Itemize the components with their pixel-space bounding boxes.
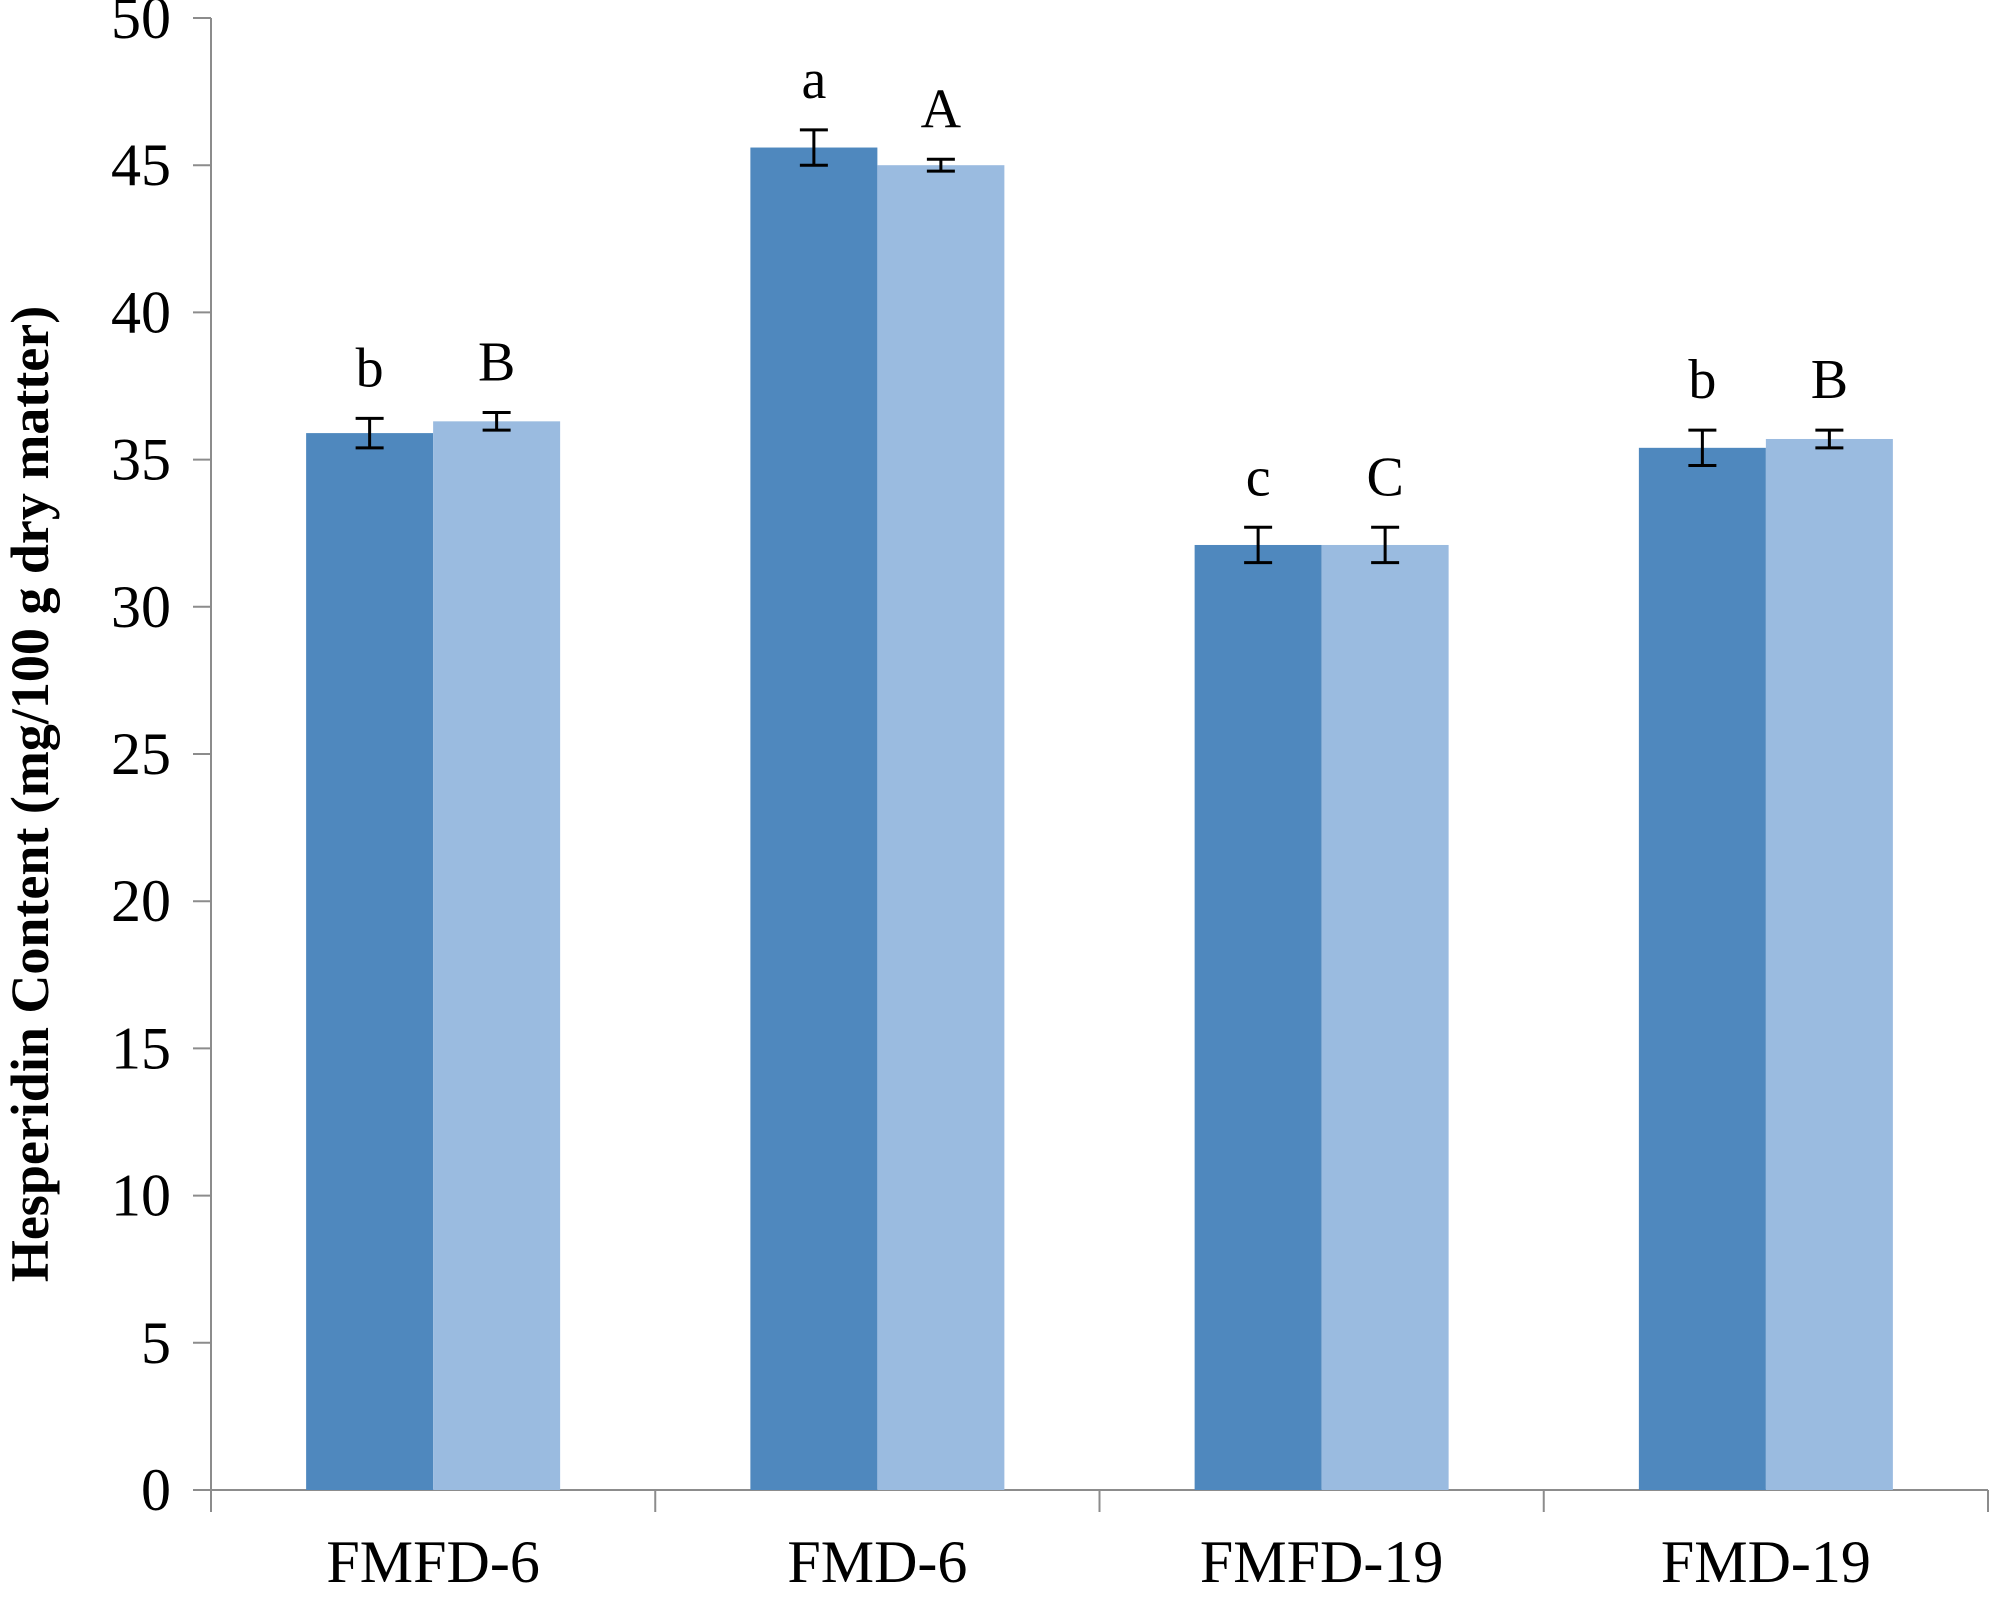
- x-category-label: FMFD-6: [326, 1529, 539, 1592]
- bar: [306, 433, 434, 1490]
- y-tick-label: 35: [111, 427, 171, 493]
- bar: [1765, 438, 1893, 1491]
- significance-label: c: [1246, 446, 1271, 508]
- bar: [750, 147, 878, 1490]
- y-tick-label: 0: [141, 1457, 171, 1523]
- bar: [1321, 544, 1449, 1490]
- bar: [1638, 447, 1766, 1491]
- y-tick-label: 20: [111, 868, 171, 934]
- y-tick-label: 30: [111, 574, 171, 640]
- y-tick-label: 15: [111, 1015, 171, 1081]
- bar: [433, 421, 561, 1490]
- y-axis-label: Hesperidin Content (mg/100 g dry matter): [0, 306, 60, 1282]
- y-tick-label: 45: [111, 132, 171, 198]
- y-tick-label: 40: [111, 279, 171, 345]
- bars-layer: [306, 147, 1893, 1491]
- significance-label: C: [1366, 446, 1403, 508]
- significance-label: b: [1688, 349, 1716, 411]
- y-tick-label: 5: [141, 1310, 171, 1376]
- significance-label: B: [478, 331, 515, 393]
- axes-layer: 0 5 10 15 20 25 30 35 40 45 50: [111, 0, 1989, 1523]
- significance-label: B: [1811, 349, 1848, 411]
- y-tick-label: 10: [111, 1163, 171, 1229]
- bar: [877, 165, 1005, 1491]
- significance-label: b: [356, 337, 384, 399]
- error-bars-layer: [355, 128, 1844, 565]
- x-category-label: FMD-6: [787, 1529, 967, 1592]
- significance-label: a: [801, 49, 826, 111]
- bar: [1194, 544, 1322, 1490]
- significance-label: A: [921, 78, 962, 140]
- x-category-label: FMFD-19: [1200, 1529, 1443, 1592]
- x-category-label: FMD-19: [1661, 1529, 1871, 1592]
- labels-layer: FMFD-6 FMD-6 FMFD-19 FMD-19 b Ba Ac Cb B: [326, 49, 1871, 1595]
- y-tick-label: 50: [111, 0, 171, 51]
- y-axis-label-group: Hesperidin Content (mg/100 g dry matter): [0, 306, 60, 1282]
- y-tick-label: 25: [111, 721, 171, 787]
